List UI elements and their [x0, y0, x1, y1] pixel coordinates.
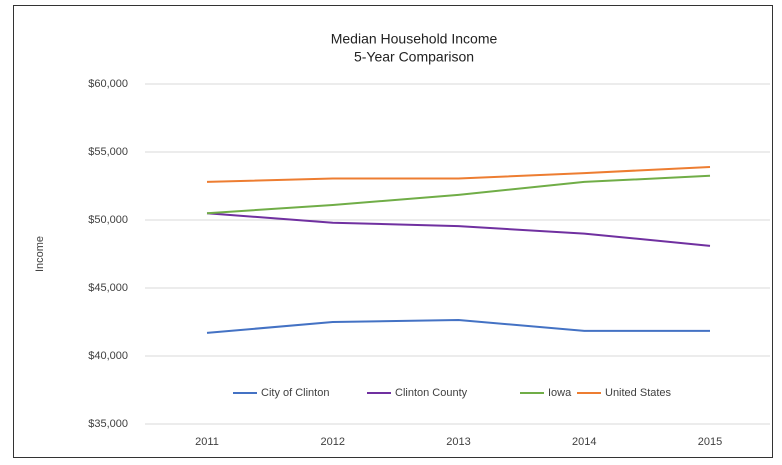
y-tick-label: $50,000 — [88, 214, 128, 226]
chart-title: Median Household Income — [331, 31, 498, 47]
legend-label: City of Clinton — [261, 387, 329, 399]
x-tick-label: 2012 — [321, 436, 345, 448]
line-series — [206, 212, 711, 247]
line-series — [206, 165, 711, 183]
y-tick-label: $45,000 — [88, 282, 128, 294]
y-tick-label: $35,000 — [88, 418, 128, 430]
x-tick-label: 2013 — [446, 436, 470, 448]
legend-label: Clinton County — [395, 387, 468, 399]
line-series — [206, 174, 711, 215]
line-series — [206, 318, 710, 334]
x-tick-label: 2011 — [195, 436, 219, 448]
y-tick-label: $55,000 — [88, 146, 128, 158]
y-tick-label: $40,000 — [88, 350, 128, 362]
y-axis-label: Income — [34, 236, 46, 272]
x-tick-label: 2015 — [698, 436, 722, 448]
x-tick-label: 2014 — [572, 436, 596, 448]
y-tick-label: $60,000 — [88, 78, 128, 90]
legend-label: Iowa — [548, 387, 572, 399]
chart-subtitle: 5-Year Comparison — [354, 49, 474, 65]
legend-label: United States — [605, 387, 672, 399]
chart-frame — [13, 5, 773, 458]
